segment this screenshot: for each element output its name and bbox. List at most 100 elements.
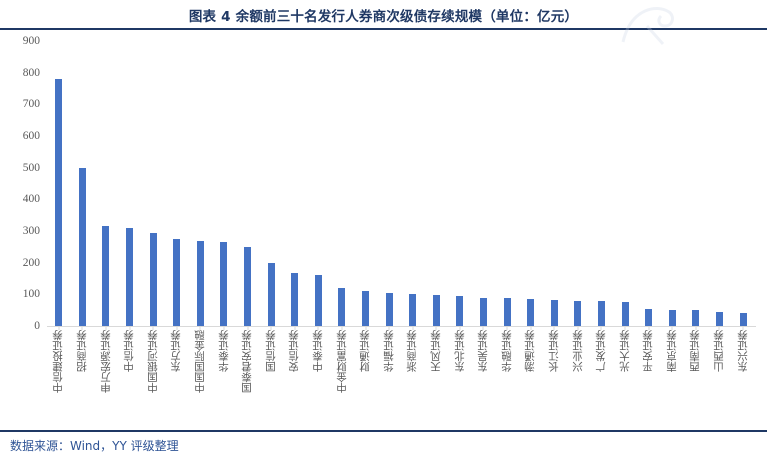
x-axis-tick: [176, 326, 178, 330]
x-axis-tick: [412, 326, 414, 330]
x-axis-tick: [530, 326, 532, 330]
x-axis-tick: [105, 326, 107, 330]
bar[interactable]: [314, 274, 322, 326]
x-axis-label-slot: 山西证券: [708, 330, 732, 425]
bar-slot: [259, 41, 283, 330]
x-axis-tick: [129, 326, 131, 330]
y-axis-tick-label: 700: [22, 98, 40, 111]
x-axis-tick: [294, 326, 296, 330]
x-axis-label: 中信建投证券: [52, 330, 65, 393]
x-axis-label-slot: 东方证券: [165, 330, 189, 425]
bar-slot: [613, 41, 637, 330]
x-axis-label-slot: 中信建投证券: [47, 330, 71, 425]
bar[interactable]: [126, 227, 134, 326]
bar[interactable]: [692, 310, 700, 326]
y-axis-tick-label: 400: [22, 193, 40, 206]
x-axis-label: 中信证券: [123, 330, 136, 372]
x-axis-tick: [506, 326, 508, 330]
x-axis-label-slot: 渤通证券: [519, 330, 543, 425]
bar[interactable]: [149, 232, 157, 326]
x-axis-tick: [435, 326, 437, 330]
bar[interactable]: [267, 262, 275, 326]
x-axis-label-slot: 浙商证券: [401, 330, 425, 425]
bar[interactable]: [102, 226, 110, 326]
x-axis-label: 华融证券: [500, 330, 513, 372]
x-axis-label: 东吴证券: [477, 330, 490, 372]
bar[interactable]: [220, 242, 228, 326]
bar[interactable]: [409, 294, 417, 326]
x-axis-label: 西南证券: [689, 330, 702, 372]
bar[interactable]: [645, 309, 653, 326]
x-axis-label: 广发证券: [595, 330, 608, 372]
footer-divider: [0, 430, 767, 432]
x-axis-tick: [270, 326, 272, 330]
bar-slot: [165, 41, 189, 330]
x-axis-label: 兴业证券: [571, 330, 584, 372]
bar[interactable]: [739, 312, 747, 326]
x-axis-label: 东方证券: [170, 330, 183, 372]
x-axis-tick: [671, 326, 673, 330]
x-axis-tick: [553, 326, 555, 330]
x-axis-label: 财通证券: [359, 330, 372, 372]
bar[interactable]: [456, 295, 464, 326]
x-axis-tick: [600, 326, 602, 330]
bar[interactable]: [668, 309, 676, 326]
x-axis-label-slot: 东吴证券: [472, 330, 496, 425]
chart-title-bar: 图表 4 余额前三十名发行人券商次级债存续规模（单位：亿元）: [0, 0, 767, 29]
bar[interactable]: [55, 79, 63, 326]
bar-slot: [708, 41, 732, 330]
bar[interactable]: [385, 292, 393, 326]
bar[interactable]: [479, 298, 487, 326]
bar-slot: [212, 41, 236, 330]
chart-canvas: 900 800 700 600 500 400 300 200 100 0 中信建投证券 招商证券申…: [0, 30, 767, 425]
bar[interactable]: [196, 241, 204, 326]
bar[interactable]: [621, 302, 629, 326]
bar[interactable]: [597, 301, 605, 326]
bar-slot: [118, 41, 142, 330]
y-axis-tick-label: 500: [22, 161, 40, 174]
x-axis-tick: [58, 326, 60, 330]
bar[interactable]: [550, 300, 558, 326]
y-axis-tick-label: 900: [22, 35, 40, 47]
x-axis-label: 浙商证券: [406, 330, 419, 372]
bar[interactable]: [574, 300, 582, 326]
bar[interactable]: [244, 247, 252, 326]
x-axis-label-slot: 平安证券: [637, 330, 661, 425]
x-axis-label-slot: 东北证券: [448, 330, 472, 425]
x-axis-label: 天风证券: [429, 330, 442, 372]
bar-slot: [425, 41, 449, 330]
x-axis-label: 华泰证券: [217, 330, 230, 372]
x-axis-label: 东北证券: [453, 330, 466, 372]
bar[interactable]: [527, 299, 535, 326]
x-axis-line: [47, 326, 756, 327]
bar[interactable]: [362, 291, 370, 326]
x-axis-label-slot: 财通证券: [354, 330, 378, 425]
bar-slot: [448, 41, 472, 330]
bar[interactable]: [503, 298, 511, 326]
x-axis-tick: [223, 326, 225, 330]
y-axis-tick-label: 300: [22, 225, 40, 237]
bar[interactable]: [291, 273, 299, 326]
x-axis-tick: [742, 326, 744, 330]
bar-slot: [141, 41, 165, 330]
title-divider: [0, 28, 767, 30]
x-axis-tick: [482, 326, 484, 330]
x-axis-label: 国泰君安证券: [241, 330, 254, 393]
y-axis-tick-label: 600: [22, 130, 40, 142]
bar-slot: [307, 41, 331, 330]
x-axis-label-slot: 西南证券: [684, 330, 708, 425]
x-axis-label: 光大证券: [618, 330, 631, 372]
bar[interactable]: [432, 294, 440, 326]
bar-slot: [94, 41, 118, 330]
bar[interactable]: [338, 288, 346, 326]
x-axis-label-slot: 天风证券: [425, 330, 449, 425]
x-axis-label: 东兴证券: [736, 330, 749, 372]
bar-slot: [189, 41, 213, 330]
x-axis-label: 中国银河证券: [146, 330, 159, 393]
bar[interactable]: [715, 311, 723, 326]
bar-slot: [542, 41, 566, 330]
x-axis-tick: [152, 326, 154, 330]
x-axis-label-slot: 中泰证券: [307, 330, 331, 425]
bar[interactable]: [78, 167, 86, 326]
bar[interactable]: [173, 238, 181, 326]
